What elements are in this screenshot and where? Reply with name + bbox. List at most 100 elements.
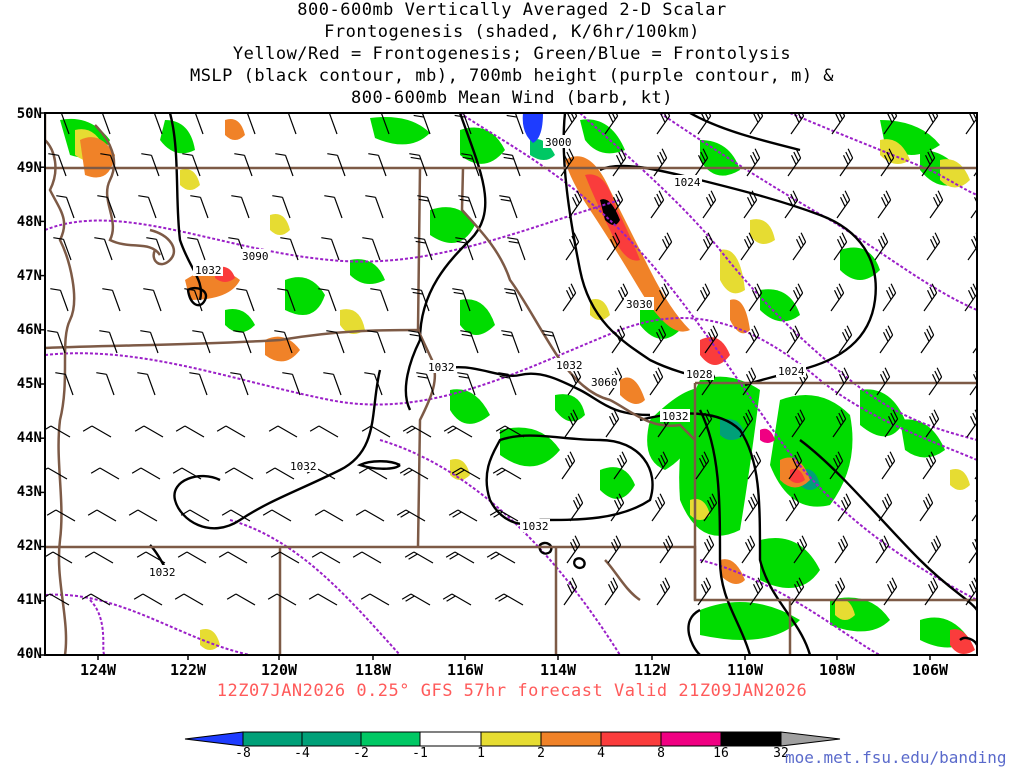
wind-barb: [568, 190, 583, 219]
wind-barb: [924, 113, 939, 135]
wind-barb: [262, 509, 292, 522]
colorbar-cell: [360, 731, 421, 747]
title-line-4: MSLP (black contour, mb), 700mb height (…: [189, 66, 835, 86]
colorbar-cell: [480, 731, 542, 747]
wind-barb: [324, 195, 343, 219]
colorbar-cell: [540, 731, 602, 747]
wind-barb: [414, 237, 433, 261]
wind-barb: [924, 577, 939, 606]
wind-barb: [878, 493, 893, 522]
colorbar-label: 8: [657, 746, 665, 761]
wind-barb: [920, 325, 935, 354]
wind-barb: [834, 535, 849, 564]
wind-barb: [226, 593, 256, 606]
wind-barb: [876, 367, 891, 396]
wind-barb: [562, 283, 577, 312]
colorbar-label: -2: [353, 746, 369, 761]
wind-barb: [280, 237, 299, 261]
wind-barb: [141, 153, 160, 177]
wind-barb: [461, 153, 480, 177]
colorbar-label: 1: [477, 746, 485, 761]
wind-barb: [921, 148, 936, 177]
wind-barb: [972, 332, 977, 354]
wind-barb: [408, 330, 427, 354]
wind-barb: [218, 551, 248, 564]
wind-barb: [90, 467, 120, 480]
wind-barb: [53, 237, 72, 261]
mslp-label: 1032: [428, 361, 455, 374]
lon-label: 114W: [539, 661, 577, 679]
wind-barb: [605, 409, 620, 438]
wind-barb: [327, 153, 346, 177]
wind-barb: [402, 425, 432, 438]
wind-barb: [611, 325, 626, 354]
wind-barb: [564, 409, 579, 438]
wind-barb: [965, 113, 977, 135]
wind-barb: [655, 283, 670, 312]
lon-label: 110W: [726, 661, 764, 679]
wind-barb: [610, 493, 625, 522]
height-label: 3030: [626, 298, 653, 311]
wind-barb: [830, 283, 845, 312]
wind-barb: [399, 467, 429, 480]
wind-barb: [182, 153, 201, 177]
wind-barb: [274, 330, 293, 354]
wind-barb: [656, 113, 671, 135]
wind-barb: [829, 451, 844, 480]
wind-barb: [368, 153, 387, 177]
wind-barb: [919, 493, 934, 522]
mslp-label: 1024: [674, 176, 701, 189]
colorbar-cell: [242, 731, 303, 747]
lat-label: 47N: [16, 268, 42, 284]
wind-barb: [355, 509, 385, 522]
wind-barb: [747, 451, 762, 480]
wind-barb: [100, 153, 119, 177]
wind-barb: [565, 232, 580, 261]
wind-barb: [96, 372, 115, 396]
wind-barb: [442, 593, 472, 606]
wind-barb: [656, 577, 671, 606]
lat-label: 40N: [16, 646, 42, 662]
wind-barb: [81, 593, 111, 606]
wind-barb: [364, 372, 383, 396]
mslp-label: 1032: [149, 566, 176, 579]
wind-barb: [695, 451, 710, 480]
wind-barb: [697, 577, 712, 606]
wind-barb: [696, 283, 711, 312]
mslp-label: 1032: [556, 359, 583, 372]
wind-barb: [739, 409, 754, 438]
wind-barb: [99, 330, 118, 354]
wind-barb: [838, 325, 853, 354]
wind-barb: [137, 372, 156, 396]
wind-barb: [499, 195, 518, 219]
mslp-labels: 1032 1032 1032 1032 1032 1032 1028 1024 …: [147, 175, 806, 579]
wind-barb: [925, 409, 940, 438]
wind-barb: [875, 535, 890, 564]
wind-barb: [221, 509, 251, 522]
wind-barb: [501, 330, 520, 354]
colorbar: [184, 731, 841, 747]
wind-barb: [791, 409, 806, 438]
wind-barb: [699, 232, 714, 261]
wind-barb: [45, 425, 71, 438]
wind-barb: [136, 551, 166, 564]
source-credit[interactable]: moe.met.fsu.edu/banding: [785, 748, 1007, 767]
wind-barb: [102, 288, 121, 312]
height-label: 3060: [591, 376, 618, 389]
mslp-label: 1032: [290, 460, 317, 473]
title-line-5: 800-600mb Mean Wind (barb, kt): [350, 88, 674, 108]
wind-barb: [502, 153, 521, 177]
wind-barb: [880, 148, 895, 177]
colorbar-label: 4: [597, 746, 605, 761]
wind-barb: [877, 190, 892, 219]
wind-barb: [569, 493, 584, 522]
wind-barb: [321, 237, 340, 261]
lon-label: 118W: [354, 661, 392, 679]
lat-label: 48N: [16, 214, 42, 230]
wind-barb: [268, 425, 298, 438]
wind-barb: [658, 232, 673, 261]
wind-barb: [233, 330, 252, 354]
lon-label: 112W: [633, 661, 671, 679]
wind-barb: [451, 467, 481, 480]
wind-barb: [740, 232, 755, 261]
